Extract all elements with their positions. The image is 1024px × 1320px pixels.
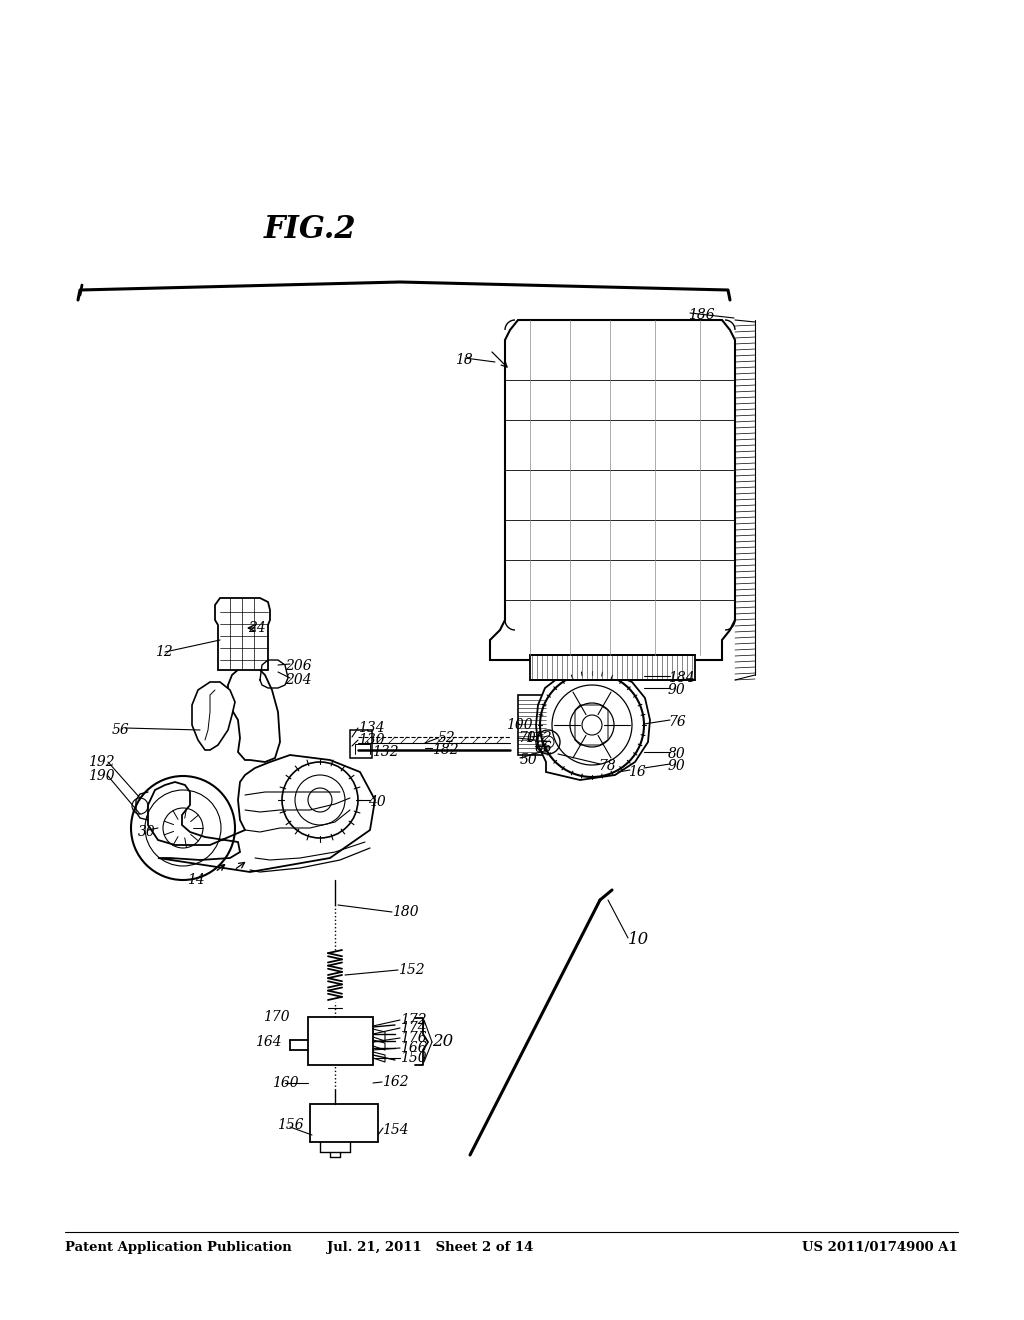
Text: 150: 150 bbox=[400, 1051, 427, 1065]
Text: 24: 24 bbox=[248, 620, 266, 635]
Text: 170: 170 bbox=[263, 1010, 290, 1024]
Text: 206: 206 bbox=[285, 659, 311, 673]
Text: 30: 30 bbox=[138, 825, 156, 840]
Text: 52: 52 bbox=[438, 731, 456, 744]
Text: 130: 130 bbox=[358, 733, 385, 747]
Text: 204: 204 bbox=[285, 673, 311, 686]
Text: 192: 192 bbox=[88, 755, 115, 770]
Bar bbox=[530, 655, 695, 680]
Bar bbox=[310, 1104, 378, 1142]
Text: 182: 182 bbox=[432, 743, 459, 756]
Text: Jul. 21, 2011   Sheet 2 of 14: Jul. 21, 2011 Sheet 2 of 14 bbox=[327, 1242, 534, 1254]
Text: 78: 78 bbox=[598, 759, 615, 774]
Text: 50: 50 bbox=[520, 752, 538, 767]
Text: 156: 156 bbox=[278, 1118, 304, 1133]
Bar bbox=[350, 730, 372, 758]
Text: 40: 40 bbox=[368, 795, 386, 809]
Text: 56: 56 bbox=[112, 723, 130, 737]
Text: 184: 184 bbox=[668, 671, 694, 685]
Text: 160: 160 bbox=[272, 1076, 299, 1090]
Text: 76: 76 bbox=[668, 715, 686, 729]
Text: FIG.2: FIG.2 bbox=[264, 214, 356, 246]
Bar bbox=[308, 1016, 373, 1065]
Text: 190: 190 bbox=[88, 770, 115, 783]
Polygon shape bbox=[148, 755, 375, 873]
Text: 90: 90 bbox=[668, 682, 686, 697]
Text: 16: 16 bbox=[628, 766, 646, 779]
Polygon shape bbox=[536, 672, 650, 780]
Text: 14: 14 bbox=[187, 873, 205, 887]
Text: 166: 166 bbox=[400, 1041, 427, 1055]
Text: 80: 80 bbox=[668, 747, 686, 762]
Text: 134: 134 bbox=[358, 721, 385, 735]
Text: 12: 12 bbox=[155, 645, 173, 659]
Text: 180: 180 bbox=[392, 906, 419, 919]
Text: 10: 10 bbox=[628, 932, 649, 949]
Text: 162: 162 bbox=[382, 1074, 409, 1089]
Text: 90: 90 bbox=[668, 759, 686, 774]
Text: 164: 164 bbox=[255, 1035, 282, 1049]
Polygon shape bbox=[193, 682, 234, 750]
Text: 186: 186 bbox=[688, 308, 715, 322]
Polygon shape bbox=[215, 598, 270, 671]
Polygon shape bbox=[228, 665, 280, 762]
Bar bbox=[518, 696, 546, 755]
Text: 70: 70 bbox=[518, 731, 536, 744]
Text: 174: 174 bbox=[400, 1020, 427, 1035]
Text: 172: 172 bbox=[400, 1012, 427, 1027]
Text: Patent Application Publication: Patent Application Publication bbox=[65, 1242, 292, 1254]
Text: 100: 100 bbox=[506, 718, 532, 733]
Text: 66: 66 bbox=[535, 741, 553, 755]
Text: 132: 132 bbox=[372, 744, 398, 759]
Text: 20: 20 bbox=[432, 1034, 454, 1051]
Text: 154: 154 bbox=[382, 1123, 409, 1137]
Text: US 2011/0174900 A1: US 2011/0174900 A1 bbox=[802, 1242, 958, 1254]
Text: 176: 176 bbox=[400, 1031, 427, 1045]
Text: 152: 152 bbox=[398, 964, 425, 977]
Polygon shape bbox=[490, 319, 735, 660]
Text: 18: 18 bbox=[455, 352, 473, 367]
Text: 112: 112 bbox=[525, 731, 552, 744]
